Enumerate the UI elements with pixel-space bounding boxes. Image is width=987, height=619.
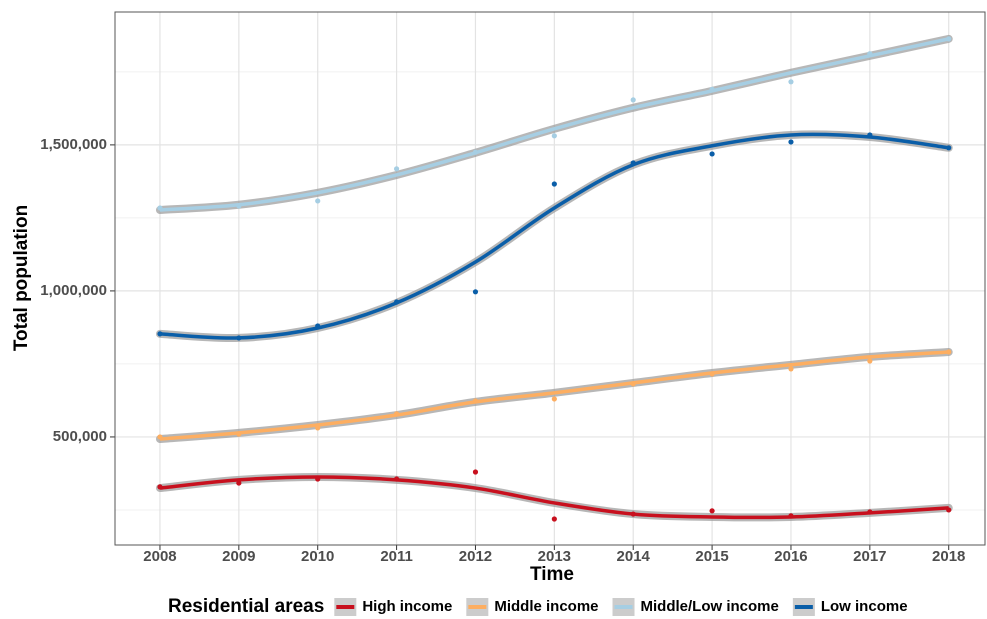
- data-point: [551, 396, 557, 402]
- data-point: [236, 480, 242, 486]
- data-point: [472, 469, 479, 475]
- x-tick-label: 2013: [538, 548, 571, 565]
- data-point: [393, 476, 400, 482]
- data-point: [709, 371, 715, 377]
- y-tick-label: 1,000,000: [40, 282, 107, 299]
- fit-line: [159, 475, 949, 520]
- data-point: [393, 166, 400, 172]
- x-tick-label: 2012: [459, 548, 492, 565]
- data-point: [551, 181, 557, 187]
- plot-border: [114, 11, 986, 546]
- data-point: [393, 299, 400, 305]
- y-tick-label: 500,000: [53, 428, 107, 445]
- data-point: [236, 431, 242, 437]
- data-point: [551, 133, 557, 139]
- data-point: [630, 511, 636, 517]
- data-point: [867, 132, 873, 138]
- data-point: [157, 331, 163, 337]
- y-tick-label: 1,500,000: [40, 136, 107, 153]
- data-point: [236, 335, 242, 341]
- fit-line: [159, 37, 950, 212]
- data-point: [788, 366, 794, 372]
- x-tick-label: 2016: [774, 548, 807, 565]
- legend-label: Low income: [821, 598, 908, 615]
- data-point: [157, 434, 163, 440]
- x-axis-label: Time: [530, 564, 574, 585]
- data-point: [315, 198, 321, 204]
- data-point: [946, 36, 952, 42]
- data-point: [867, 358, 873, 364]
- x-tick-label: 2017: [853, 548, 886, 565]
- data-point: [315, 323, 321, 329]
- data-point: [946, 145, 952, 151]
- data-point: [315, 476, 321, 482]
- data-point: [946, 349, 952, 355]
- data-point: [472, 398, 479, 404]
- data-point: [788, 139, 794, 145]
- data-point: [630, 97, 636, 103]
- data-point: [315, 425, 321, 431]
- fit-line: [159, 132, 949, 340]
- legend-label: High income: [362, 598, 452, 615]
- legend-label: Middle income: [494, 598, 598, 615]
- x-tick-label: 2010: [301, 548, 334, 565]
- data-point: [867, 509, 873, 515]
- y-axis-label: Total population: [11, 205, 32, 351]
- data-point: [946, 507, 952, 513]
- x-tick-label: 2018: [932, 548, 965, 565]
- x-tick-label: 2008: [143, 548, 176, 565]
- data-point: [867, 51, 873, 57]
- data-point: [709, 508, 715, 514]
- data-point: [157, 205, 163, 211]
- x-tick-label: 2011: [380, 548, 413, 565]
- x-tick-label: 2009: [222, 548, 255, 565]
- data-point: [630, 160, 636, 166]
- x-tick-label: 2014: [617, 548, 651, 565]
- x-tick-label: 2015: [695, 548, 728, 565]
- data-point: [551, 516, 557, 522]
- data-point: [630, 381, 636, 387]
- fit-line: [159, 350, 949, 441]
- data-point: [236, 203, 242, 209]
- data-point: [157, 484, 163, 490]
- data-point: [393, 411, 400, 417]
- legend-title: Residential areas: [168, 596, 324, 617]
- data-point: [709, 86, 715, 92]
- data-point: [472, 289, 479, 295]
- data-point: [472, 149, 479, 155]
- data-point: [788, 513, 794, 519]
- data-point: [709, 151, 715, 157]
- data-point: [788, 79, 794, 85]
- legend-label: Middle/Low income: [641, 598, 779, 615]
